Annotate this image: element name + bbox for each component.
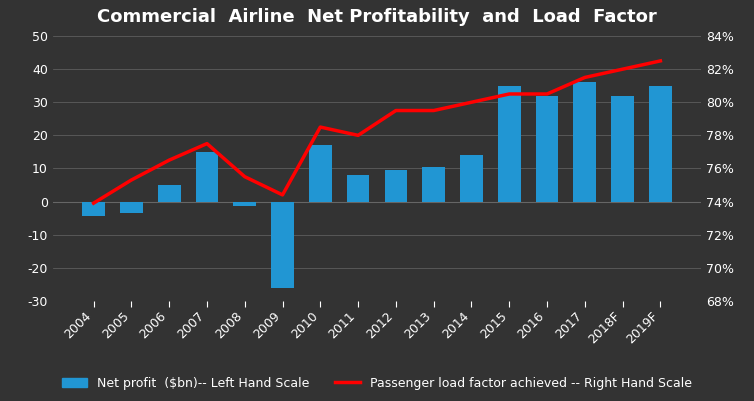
Bar	[649, 86, 672, 201]
Bar	[158, 185, 180, 201]
Bar	[347, 175, 369, 201]
Bar	[234, 201, 256, 207]
Title: Commercial  Airline  Net Profitability  and  Load  Factor: Commercial Airline Net Profitability and…	[97, 8, 657, 26]
Bar	[498, 86, 520, 201]
Bar	[422, 167, 445, 201]
Bar	[271, 201, 294, 288]
Bar	[309, 145, 332, 201]
Bar	[535, 95, 559, 201]
Legend: Net profit  ($bn)-- Left Hand Scale, Passenger load factor achieved -- Right Han: Net profit ($bn)-- Left Hand Scale, Pass…	[57, 372, 697, 395]
Bar	[385, 170, 407, 201]
Bar	[120, 201, 143, 213]
Bar	[574, 82, 596, 201]
Bar	[195, 152, 219, 201]
Bar	[460, 155, 483, 201]
Bar	[611, 95, 634, 201]
Bar	[82, 201, 105, 217]
